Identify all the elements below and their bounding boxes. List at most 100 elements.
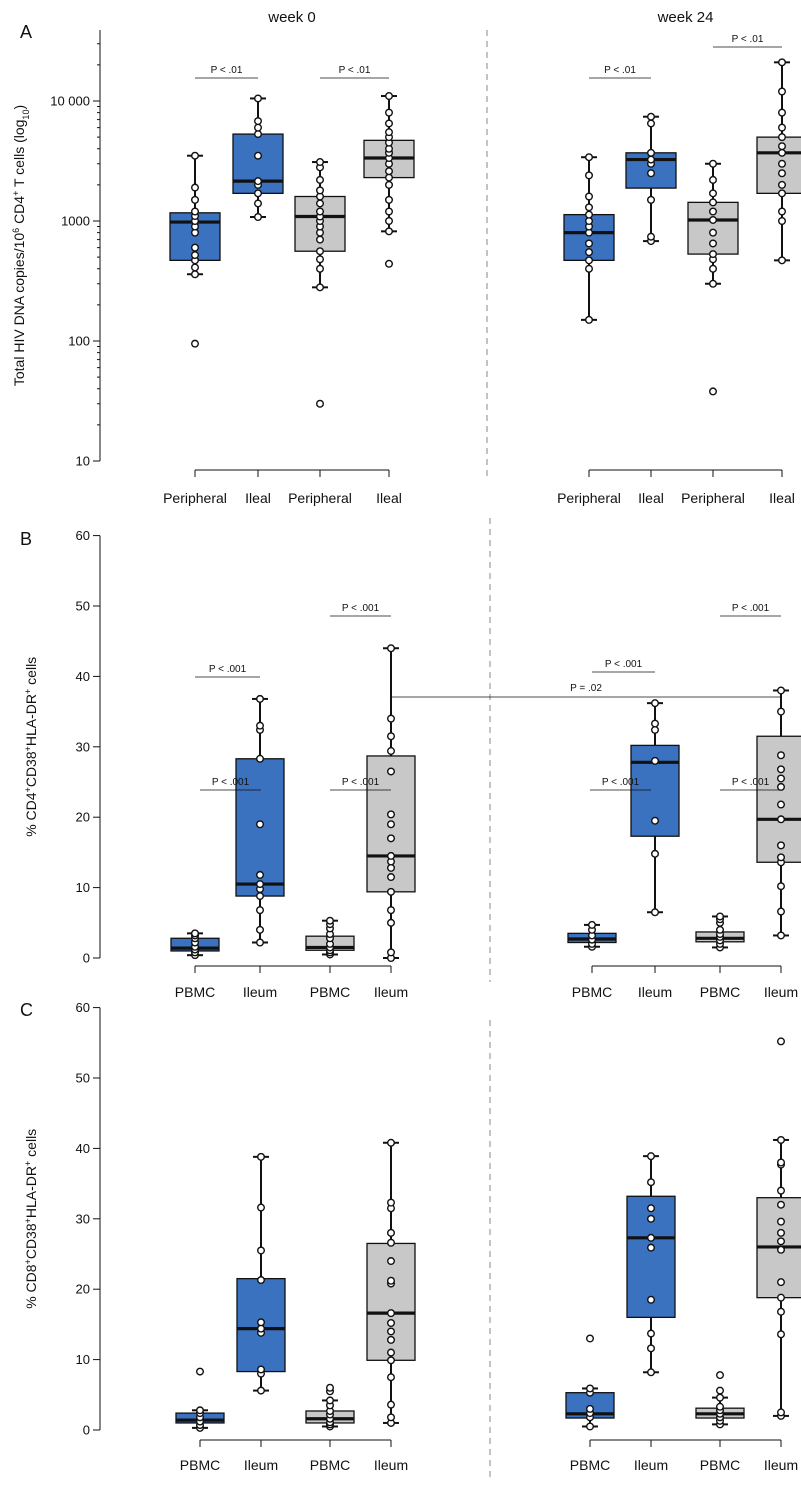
data-point bbox=[778, 256, 787, 265]
x-category-label: Ileum bbox=[764, 1457, 798, 1473]
data-point bbox=[253, 94, 262, 103]
data-point bbox=[647, 155, 656, 164]
x-category-label: Ileum bbox=[764, 984, 798, 1000]
data-point bbox=[387, 1400, 396, 1409]
data-point bbox=[190, 270, 199, 279]
data-point bbox=[190, 243, 199, 252]
y-tick-label: 1000 bbox=[61, 214, 90, 229]
y-tick-label: 30 bbox=[76, 1211, 90, 1226]
significance-label: P < .001 bbox=[209, 664, 247, 675]
data-point bbox=[777, 1037, 786, 1046]
data-point bbox=[190, 195, 199, 204]
x-category-label: PBMC bbox=[310, 1457, 350, 1473]
panel-letter: B bbox=[20, 529, 32, 549]
data-point bbox=[387, 1413, 396, 1422]
data-point bbox=[777, 1158, 786, 1167]
significance-label: P < .01 bbox=[732, 34, 764, 45]
data-point bbox=[778, 216, 787, 225]
data-point bbox=[256, 925, 265, 934]
data-point bbox=[190, 183, 199, 192]
data-point bbox=[385, 227, 394, 236]
data-point bbox=[777, 1186, 786, 1195]
x-category-label: PBMC bbox=[180, 1457, 220, 1473]
data-point bbox=[253, 199, 262, 208]
y-axis-title: % CD4+CD38+HLA-DR+ cells bbox=[23, 657, 39, 837]
data-point bbox=[709, 198, 718, 207]
data-point bbox=[190, 251, 199, 260]
significance-label: P < .001 bbox=[342, 777, 380, 788]
y-tick-label: 60 bbox=[76, 528, 90, 543]
data-point bbox=[647, 232, 656, 241]
data-point bbox=[387, 1373, 396, 1382]
data-point bbox=[777, 765, 786, 774]
data-point bbox=[709, 189, 718, 198]
data-point bbox=[253, 212, 262, 221]
data-point bbox=[709, 207, 718, 216]
data-point bbox=[651, 849, 660, 858]
data-point bbox=[586, 1404, 595, 1413]
data-point bbox=[586, 1334, 595, 1343]
data-point bbox=[647, 169, 656, 178]
data-point bbox=[778, 133, 787, 142]
data-point bbox=[385, 108, 394, 117]
significance-label: P < .001 bbox=[732, 603, 770, 614]
data-point bbox=[651, 725, 660, 734]
data-point bbox=[585, 248, 594, 257]
data-point bbox=[585, 256, 594, 265]
x-category-label: Ileum bbox=[638, 984, 672, 1000]
data-point bbox=[585, 315, 594, 324]
x-category-label: Ileum bbox=[244, 1457, 278, 1473]
data-point bbox=[588, 920, 597, 929]
data-point bbox=[777, 686, 786, 695]
y-tick-label: 100 bbox=[68, 334, 90, 349]
data-point bbox=[257, 1318, 266, 1327]
y-tick-label: 20 bbox=[76, 1282, 90, 1297]
group-title: week 0 bbox=[267, 9, 316, 26]
data-point bbox=[387, 851, 396, 860]
data-point bbox=[387, 918, 396, 927]
data-point bbox=[778, 108, 787, 117]
data-point bbox=[387, 1138, 396, 1147]
data-point bbox=[709, 279, 718, 288]
data-point bbox=[777, 1135, 786, 1144]
panel-letter: C bbox=[20, 1000, 33, 1020]
data-point bbox=[777, 931, 786, 940]
data-point bbox=[777, 774, 786, 783]
data-point bbox=[777, 853, 786, 862]
x-category-label: Ileum bbox=[243, 984, 277, 1000]
data-point bbox=[709, 175, 718, 184]
data-point bbox=[716, 1386, 725, 1395]
data-point bbox=[651, 756, 660, 765]
data-point bbox=[585, 216, 594, 225]
data-point bbox=[387, 1228, 396, 1237]
data-point bbox=[777, 907, 786, 916]
data-point bbox=[777, 1217, 786, 1226]
data-point bbox=[647, 1243, 656, 1252]
significance-label: P < .001 bbox=[732, 777, 770, 788]
data-point bbox=[709, 387, 718, 396]
data-point bbox=[257, 1386, 266, 1395]
y-tick-label: 0 bbox=[83, 951, 90, 966]
data-point bbox=[709, 159, 718, 168]
data-point bbox=[385, 167, 394, 176]
data-point bbox=[387, 834, 396, 843]
y-tick-label: 50 bbox=[76, 599, 90, 614]
data-point bbox=[253, 177, 262, 186]
x-category-label: Ileal bbox=[245, 490, 271, 506]
data-point bbox=[387, 820, 396, 829]
data-point bbox=[647, 1178, 656, 1187]
y-axis-title: Total HIV DNA copies/106 CD4+ T cells (l… bbox=[11, 105, 31, 386]
data-point bbox=[316, 399, 325, 408]
data-point bbox=[716, 1402, 725, 1411]
data-point bbox=[316, 199, 325, 208]
data-point bbox=[387, 948, 396, 957]
data-point bbox=[647, 1152, 656, 1161]
data-point bbox=[257, 1152, 266, 1161]
x-category-label: PBMC bbox=[310, 984, 350, 1000]
significance-label: P < .001 bbox=[605, 659, 643, 670]
data-point bbox=[316, 247, 325, 256]
data-point bbox=[385, 195, 394, 204]
data-point bbox=[647, 1214, 656, 1223]
data-point bbox=[387, 1335, 396, 1344]
data-point bbox=[709, 250, 718, 259]
